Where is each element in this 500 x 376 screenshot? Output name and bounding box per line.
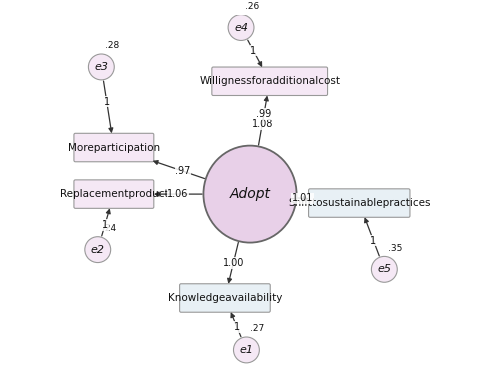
Text: 1.08: 1.08 bbox=[252, 120, 273, 129]
FancyBboxPatch shape bbox=[212, 67, 328, 96]
FancyBboxPatch shape bbox=[308, 189, 410, 217]
Text: .24: .24 bbox=[102, 224, 116, 233]
Text: Shifttosustainablepractices: Shifttosustainablepractices bbox=[288, 198, 430, 208]
Text: 1.00: 1.00 bbox=[222, 258, 244, 268]
FancyBboxPatch shape bbox=[180, 284, 270, 312]
Circle shape bbox=[88, 54, 115, 80]
Ellipse shape bbox=[204, 146, 296, 243]
Text: e4: e4 bbox=[234, 23, 248, 33]
FancyBboxPatch shape bbox=[74, 180, 154, 208]
Circle shape bbox=[85, 237, 110, 262]
Text: 1: 1 bbox=[370, 236, 376, 246]
Text: 1: 1 bbox=[104, 97, 110, 107]
Text: Adopt: Adopt bbox=[230, 187, 270, 201]
Circle shape bbox=[234, 337, 260, 363]
FancyBboxPatch shape bbox=[74, 133, 154, 162]
Text: .35: .35 bbox=[388, 244, 402, 253]
Text: .27: .27 bbox=[250, 324, 264, 334]
Circle shape bbox=[372, 256, 398, 282]
Circle shape bbox=[228, 15, 254, 41]
Text: Replacementproduct: Replacementproduct bbox=[60, 189, 168, 199]
Text: .99: .99 bbox=[256, 109, 272, 119]
Text: .28: .28 bbox=[105, 41, 120, 50]
Text: .97: .97 bbox=[175, 166, 190, 176]
Text: e2: e2 bbox=[91, 245, 105, 255]
Text: 1.01: 1.01 bbox=[292, 193, 313, 203]
Text: 1: 1 bbox=[234, 322, 240, 332]
Text: Knowledgeavailability: Knowledgeavailability bbox=[168, 293, 282, 303]
Text: Willignessforadditionalcost: Willignessforadditionalcost bbox=[199, 76, 340, 86]
Text: e1: e1 bbox=[240, 345, 254, 355]
Text: 1: 1 bbox=[250, 46, 256, 56]
Text: 1.06: 1.06 bbox=[167, 189, 188, 199]
Text: Moreparticipation: Moreparticipation bbox=[68, 143, 160, 153]
Text: e3: e3 bbox=[94, 62, 108, 72]
Text: .26: .26 bbox=[245, 2, 259, 11]
Text: e5: e5 bbox=[378, 264, 392, 274]
Text: 1: 1 bbox=[102, 220, 108, 230]
